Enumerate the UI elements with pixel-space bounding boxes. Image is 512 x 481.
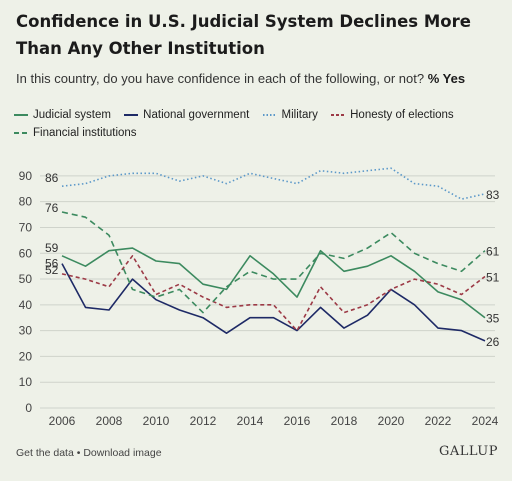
- footer-links: Get the data • Download image: [16, 447, 162, 459]
- y-tick-label-0: 0: [25, 401, 32, 415]
- subtitle-emphasis: % Yes: [427, 71, 466, 86]
- series-line-3: [61, 255, 486, 332]
- start-label-0: 59: [45, 241, 59, 255]
- legend-item-elections: Honesty of elections: [331, 106, 454, 124]
- legend-swatch-elections: [331, 114, 346, 116]
- legend-item-judicial: Judicial system: [14, 106, 111, 124]
- series-line-2: [61, 167, 486, 200]
- legend-label-military: Military: [281, 109, 318, 121]
- y-tick-label-60: 60: [19, 246, 33, 260]
- legend-item-national: National government: [124, 106, 249, 124]
- end-label-2: 83: [486, 188, 500, 202]
- y-tick-label-80: 80: [19, 195, 33, 209]
- get-data-link[interactable]: Get the data: [16, 447, 74, 459]
- series-line-0: [61, 247, 486, 319]
- y-tick-label-10: 10: [19, 375, 33, 389]
- end-label-3: 51: [486, 270, 500, 284]
- legend-label-national: National government: [143, 109, 250, 121]
- chart-subtitle: In this country, do you have confidence …: [16, 70, 506, 87]
- legend-swatch-judicial: [14, 114, 28, 116]
- x-tick-label-2020: 2020: [378, 414, 405, 428]
- y-tick-label-70: 70: [19, 220, 33, 234]
- end-label-0: 35: [486, 312, 500, 326]
- end-label-4: 61: [486, 245, 500, 259]
- x-tick-label-2010: 2010: [143, 414, 170, 428]
- x-tick-label-2012: 2012: [190, 414, 217, 428]
- legend-item-military: Military: [262, 106, 318, 124]
- y-tick-label-40: 40: [19, 298, 33, 312]
- start-label-1: 56: [45, 257, 59, 271]
- legend-label-financial: Financial institutions: [33, 127, 137, 139]
- series-line-4: [61, 211, 486, 314]
- series-line-1: [61, 263, 486, 342]
- start-label-4: 76: [45, 201, 59, 215]
- subtitle-question: In this country, do you have confidence …: [16, 71, 425, 86]
- y-tick-label-90: 90: [19, 169, 33, 183]
- y-tick-label-50: 50: [19, 272, 33, 286]
- x-tick-label-2008: 2008: [96, 414, 123, 428]
- x-tick-label-2006: 2006: [49, 414, 76, 428]
- y-tick-label-20: 20: [19, 349, 33, 363]
- x-tick-label-2016: 2016: [284, 414, 311, 428]
- x-tick-label-2022: 2022: [425, 414, 452, 428]
- x-tick-label-2018: 2018: [331, 414, 358, 428]
- start-label-2: 86: [45, 171, 59, 185]
- end-label-1: 26: [486, 335, 500, 349]
- legend-label-judicial: Judicial system: [33, 109, 111, 121]
- y-tick-label-30: 30: [19, 324, 33, 338]
- footer-separator: •: [76, 447, 81, 459]
- gallup-logo: GALLUP: [438, 444, 498, 459]
- chart-title: Confidence in U.S. Judicial System Decli…: [16, 12, 471, 58]
- x-tick-label-2014: 2014: [237, 414, 264, 428]
- legend-item-financial: Financial institutions: [14, 124, 137, 142]
- chart-legend: Judicial system National government Mili…: [14, 106, 504, 142]
- legend-swatch-national: [124, 114, 139, 116]
- legend-swatch-financial: [14, 132, 28, 134]
- legend-swatch-military: [262, 114, 277, 116]
- start-label-3: 52: [45, 263, 59, 277]
- x-tick-label-2024: 2024: [472, 414, 499, 428]
- download-image-link[interactable]: Download image: [83, 447, 162, 459]
- legend-label-elections: Honesty of elections: [350, 109, 454, 121]
